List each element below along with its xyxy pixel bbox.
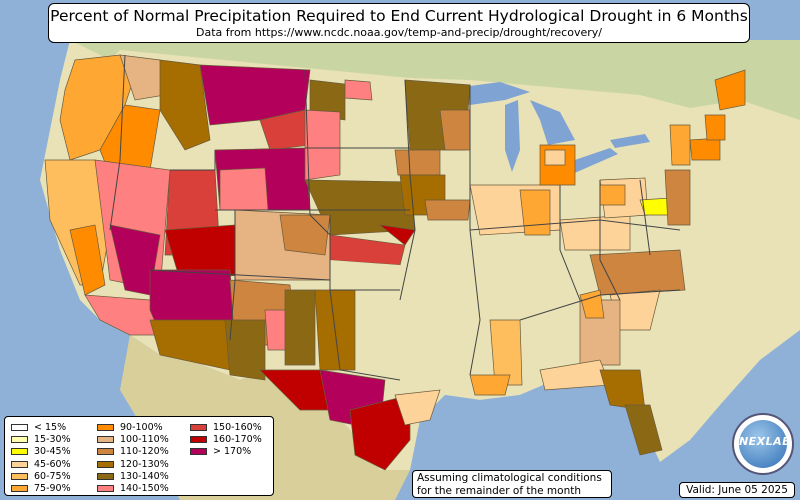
legend-label: 15-30% (34, 433, 71, 445)
legend-item: 30-45% (11, 446, 71, 458)
region-ms-al (489, 319, 523, 386)
region-nh-me (714, 69, 746, 111)
legend-column-2: 90-100% 100-110% 110-120% 120-130% 130-140% 1… (97, 421, 169, 495)
legend-label: 110-120% (120, 446, 169, 458)
legend-item: 160-170% (190, 433, 262, 445)
legend-item: 100-110% (97, 433, 169, 445)
legend-swatch (97, 485, 114, 493)
legend-label: < 15% (34, 421, 67, 433)
assumption-note: Assuming climatological conditions for t… (412, 470, 612, 498)
legend-swatch (190, 423, 207, 431)
region-ia-east (424, 199, 471, 221)
region-la (469, 374, 511, 396)
legend-swatch (11, 448, 28, 456)
legend-label: 140-150% (120, 483, 169, 495)
legend-item: 75-90% (11, 482, 71, 494)
region-ny (669, 124, 691, 166)
legend-swatch (97, 460, 114, 468)
nexlab-globe-logo: NEXLAB (732, 413, 794, 475)
legend-column-3: 150-160% 160-170% > 170% (190, 421, 262, 458)
region-in (519, 189, 551, 236)
data-source: Data from https://www.ncdc.noaa.gov/temp… (196, 26, 602, 39)
valid-date: Valid: June 05 2025 (679, 482, 795, 498)
canada-land (70, 40, 800, 120)
legend-item: 150-160% (190, 421, 262, 433)
logo-text: NEXLAB (738, 435, 792, 448)
region-tx-coast (394, 389, 441, 426)
legend-label: 150-160% (213, 421, 262, 433)
region-de-nj (664, 169, 691, 226)
legend-swatch (11, 423, 28, 431)
legend-item: 60-75% (11, 470, 71, 482)
legend-swatch (11, 472, 28, 480)
legend-item: < 15% (11, 421, 71, 433)
region-ma (704, 114, 726, 141)
region-wy-south (219, 167, 269, 211)
legend-item: > 170% (190, 446, 262, 458)
legend-item: 140-150% (97, 482, 169, 494)
legend-item: 130-140% (97, 470, 169, 482)
drought-regions (44, 54, 746, 471)
legend-label: 45-60% (34, 458, 71, 470)
region-fl-south (624, 404, 663, 456)
region-mn-south (394, 149, 441, 176)
legend-label: 100-110% (120, 433, 169, 445)
lake-huron (530, 100, 575, 145)
legend-label: 130-140% (120, 470, 169, 482)
region-nd-west (309, 79, 346, 121)
region-mi-north (544, 149, 566, 166)
legend-swatch (97, 435, 114, 443)
region-nm-center (264, 309, 289, 351)
legend-label: > 170% (213, 446, 252, 458)
legend-column-1: < 15% 15-30% 30-45% 45-60% 60-75% 75-90% (11, 421, 71, 495)
region-ks (330, 260, 400, 290)
gulf-of-mexico (420, 375, 640, 470)
title-box: Percent of Normal Precipitation Required… (48, 3, 750, 43)
state-borders (109, 54, 681, 381)
legend-label: 120-130% (120, 458, 169, 470)
legend-label: 30-45% (34, 446, 71, 458)
region-fl-panhandle (579, 289, 605, 319)
region-nm-east (284, 289, 316, 366)
note-line-2: for the remainder of the month (417, 484, 582, 497)
map-title: Percent of Normal Precipitation Required… (50, 7, 748, 25)
lake-michigan (505, 100, 520, 172)
legend-item: 120-130% (97, 458, 169, 470)
lake-ontario (610, 134, 650, 148)
legend-swatch (97, 423, 114, 431)
legend-item: 45-60% (11, 458, 71, 470)
legend-swatch (97, 448, 114, 456)
region-ct-ri (689, 137, 721, 161)
region-sd (304, 109, 341, 181)
legend-swatch (190, 435, 207, 443)
region-nm-sw (224, 319, 266, 381)
legend-swatch (11, 435, 28, 443)
legend-label: 60-75% (34, 470, 71, 482)
legend-item: 15-30% (11, 433, 71, 445)
legend-label: 160-170% (213, 433, 262, 445)
region-colorado-east (279, 214, 331, 256)
region-pa (599, 184, 626, 206)
legend-swatch (190, 448, 207, 456)
region-ca-central (69, 224, 106, 296)
region-ne-east (378, 224, 416, 246)
legend-item: 110-120% (97, 446, 169, 458)
region-nd-east (344, 79, 373, 101)
region-ca-south (84, 294, 161, 336)
globe-icon (739, 420, 787, 468)
region-nc (589, 249, 686, 296)
legend-label: 75-90% (34, 483, 71, 495)
legend-item: 90-100% (97, 421, 169, 433)
note-line-1: Assuming climatological conditions (417, 472, 602, 484)
legend-swatch (11, 485, 28, 493)
legend-label: 90-100% (120, 421, 163, 433)
region-idaho (159, 59, 211, 151)
legend-swatch (97, 472, 114, 480)
legend: < 15% 15-30% 30-45% 45-60% 60-75% 75-90% 90-1… (4, 416, 274, 496)
legend-swatch (11, 460, 28, 468)
region-wi (439, 109, 471, 151)
